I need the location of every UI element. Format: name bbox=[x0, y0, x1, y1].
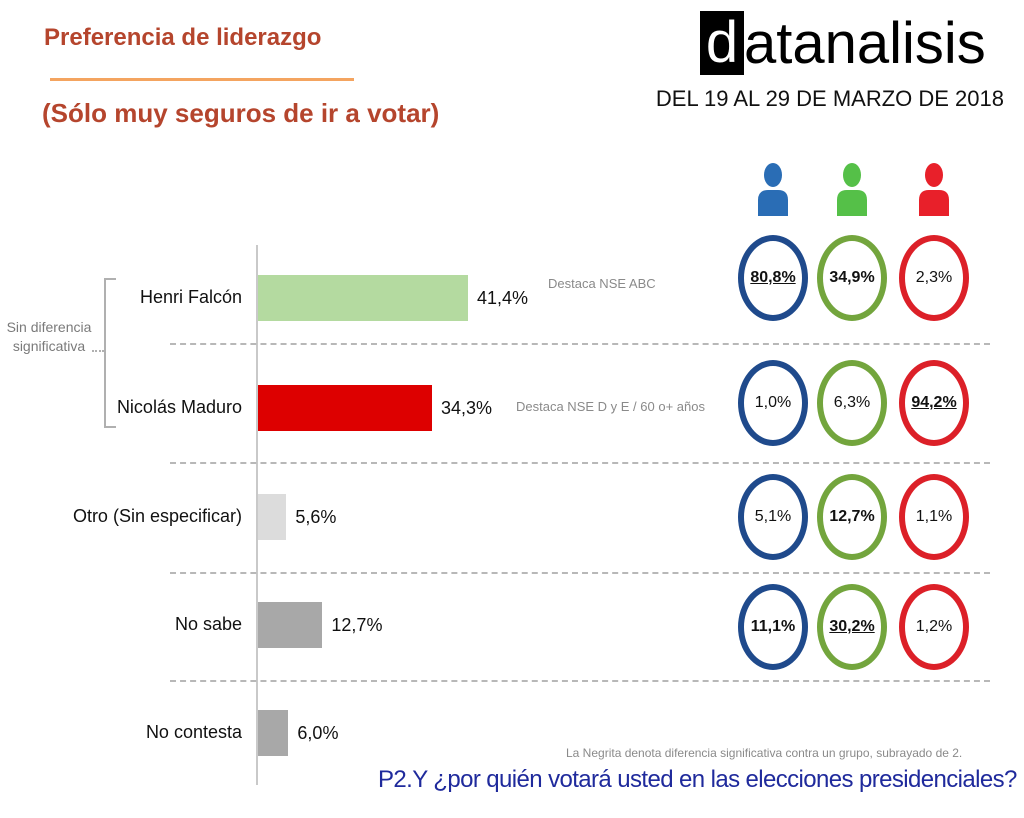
segment-value-circle: 94,2% bbox=[899, 360, 969, 446]
significance-bracket-tick bbox=[92, 350, 104, 352]
segment-value-label: 12,7% bbox=[829, 508, 875, 525]
segment-value-circle: 30,2% bbox=[817, 584, 887, 670]
segment-value-label: 34,9% bbox=[829, 269, 875, 286]
category-label: Henri Falcón bbox=[139, 287, 242, 307]
bar-value-label: 34,3% bbox=[440, 398, 493, 418]
segment-value-circle: 5,1% bbox=[738, 474, 808, 560]
person-icon bbox=[919, 163, 949, 216]
segment-value-circle: 12,7% bbox=[817, 474, 887, 560]
segment-value-circle: 1,1% bbox=[899, 474, 969, 560]
segment-value-circle: 1,2% bbox=[899, 584, 969, 670]
segment-value-circle: 80,8% bbox=[738, 235, 808, 321]
date-range: DEL 19 AL 29 DE MARZO DE 2018 bbox=[655, 86, 1004, 111]
segment-value-label: 11,1% bbox=[750, 618, 796, 635]
segment-value-label: 1,2% bbox=[915, 618, 953, 635]
bar-value-label: 12,7% bbox=[331, 615, 383, 635]
bar bbox=[258, 710, 289, 756]
survey-question: P2.Y ¿por quién votará usted en las elec… bbox=[378, 766, 1017, 793]
bar bbox=[258, 385, 432, 431]
bar bbox=[258, 275, 468, 321]
category-label: Otro (Sin especificar) bbox=[72, 506, 242, 526]
segment-value-circle: 11,1% bbox=[738, 584, 808, 670]
segment-value-circle: 1,0% bbox=[738, 360, 808, 446]
row-separator bbox=[170, 572, 990, 574]
segment-note: Destaca NSE D y E / 60 o+ años bbox=[516, 399, 705, 414]
chart-subtitle: (Sólo muy seguros de ir a votar) bbox=[42, 98, 440, 128]
segment-value-label: 30,2% bbox=[829, 618, 875, 635]
bar bbox=[258, 602, 323, 648]
segment-value-label: 1,0% bbox=[754, 394, 792, 411]
segment-value-label: 5,1% bbox=[754, 508, 792, 525]
bar bbox=[258, 494, 287, 540]
person-icon bbox=[758, 163, 788, 216]
bar-value-label: 5,6% bbox=[295, 507, 337, 527]
category-label: Nicolás Maduro bbox=[116, 397, 242, 417]
person-icon bbox=[837, 163, 867, 216]
row-separator bbox=[170, 343, 990, 345]
segment-value-label: 80,8% bbox=[750, 269, 796, 286]
segment-value-label: 94,2% bbox=[911, 394, 957, 411]
segment-value-label: 1,1% bbox=[915, 508, 953, 525]
footnote: La Negrita denota diferencia significati… bbox=[566, 746, 963, 760]
bar-value-label: 41,4% bbox=[477, 288, 529, 308]
category-label: No contesta bbox=[145, 722, 242, 742]
segment-value-label: 2,3% bbox=[915, 269, 953, 286]
datanalisis-logo: d atanalisis bbox=[700, 10, 986, 76]
segment-value-circle: 2,3% bbox=[899, 235, 969, 321]
logo-d-box: d bbox=[700, 11, 744, 75]
logo-text: atanalisis bbox=[744, 10, 986, 76]
title-underline bbox=[50, 78, 354, 81]
category-label: No sabe bbox=[174, 614, 242, 634]
row-separator bbox=[170, 462, 990, 464]
segment-note: Destaca NSE ABC bbox=[548, 276, 656, 291]
category-axis-line bbox=[256, 245, 258, 785]
segment-value-circle: 6,3% bbox=[817, 360, 887, 446]
no-significant-difference-label: Sin diferencia significativa bbox=[6, 319, 92, 354]
bar-value-label: 6,0% bbox=[297, 723, 339, 743]
row-separator bbox=[170, 680, 990, 682]
significance-bracket bbox=[104, 278, 116, 428]
segment-value-circle: 34,9% bbox=[817, 235, 887, 321]
chart-title: Preferencia de liderazgo bbox=[44, 24, 322, 51]
segment-value-label: 6,3% bbox=[833, 394, 871, 411]
